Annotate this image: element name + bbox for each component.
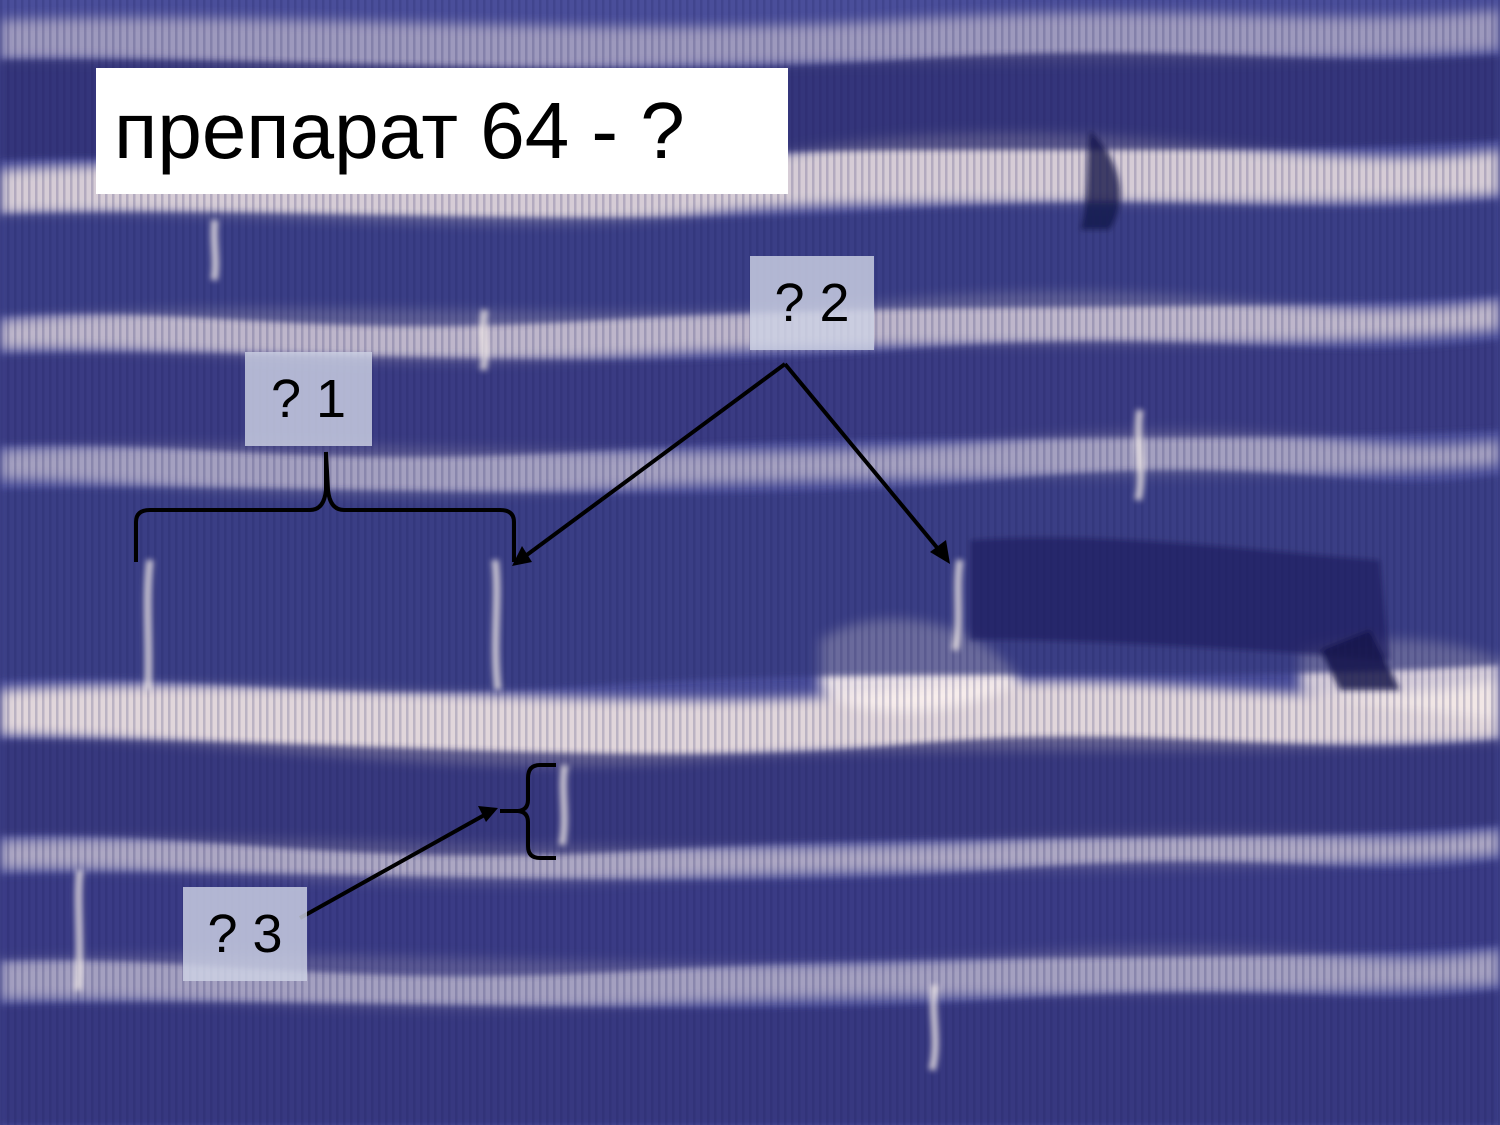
question-label-3: ? 3: [183, 887, 307, 981]
arrow-3: [299, 811, 489, 920]
question-label-2: ? 2: [750, 256, 874, 350]
arrow-2-left: [518, 362, 787, 562]
arrow-2-right-head: [930, 540, 950, 564]
brace-3: [500, 763, 556, 860]
brace-1: [134, 451, 516, 562]
question-label-1: ? 1: [245, 352, 372, 446]
intercalated-discs: [74, 219, 1145, 1071]
arrow-3-head: [478, 806, 498, 822]
arrow-2-left-head: [512, 546, 532, 566]
slide-title: препарат 64 - ?: [114, 86, 685, 175]
slide-title-box: препарат 64 - ?: [96, 68, 788, 194]
arrow-2-right: [783, 362, 946, 558]
